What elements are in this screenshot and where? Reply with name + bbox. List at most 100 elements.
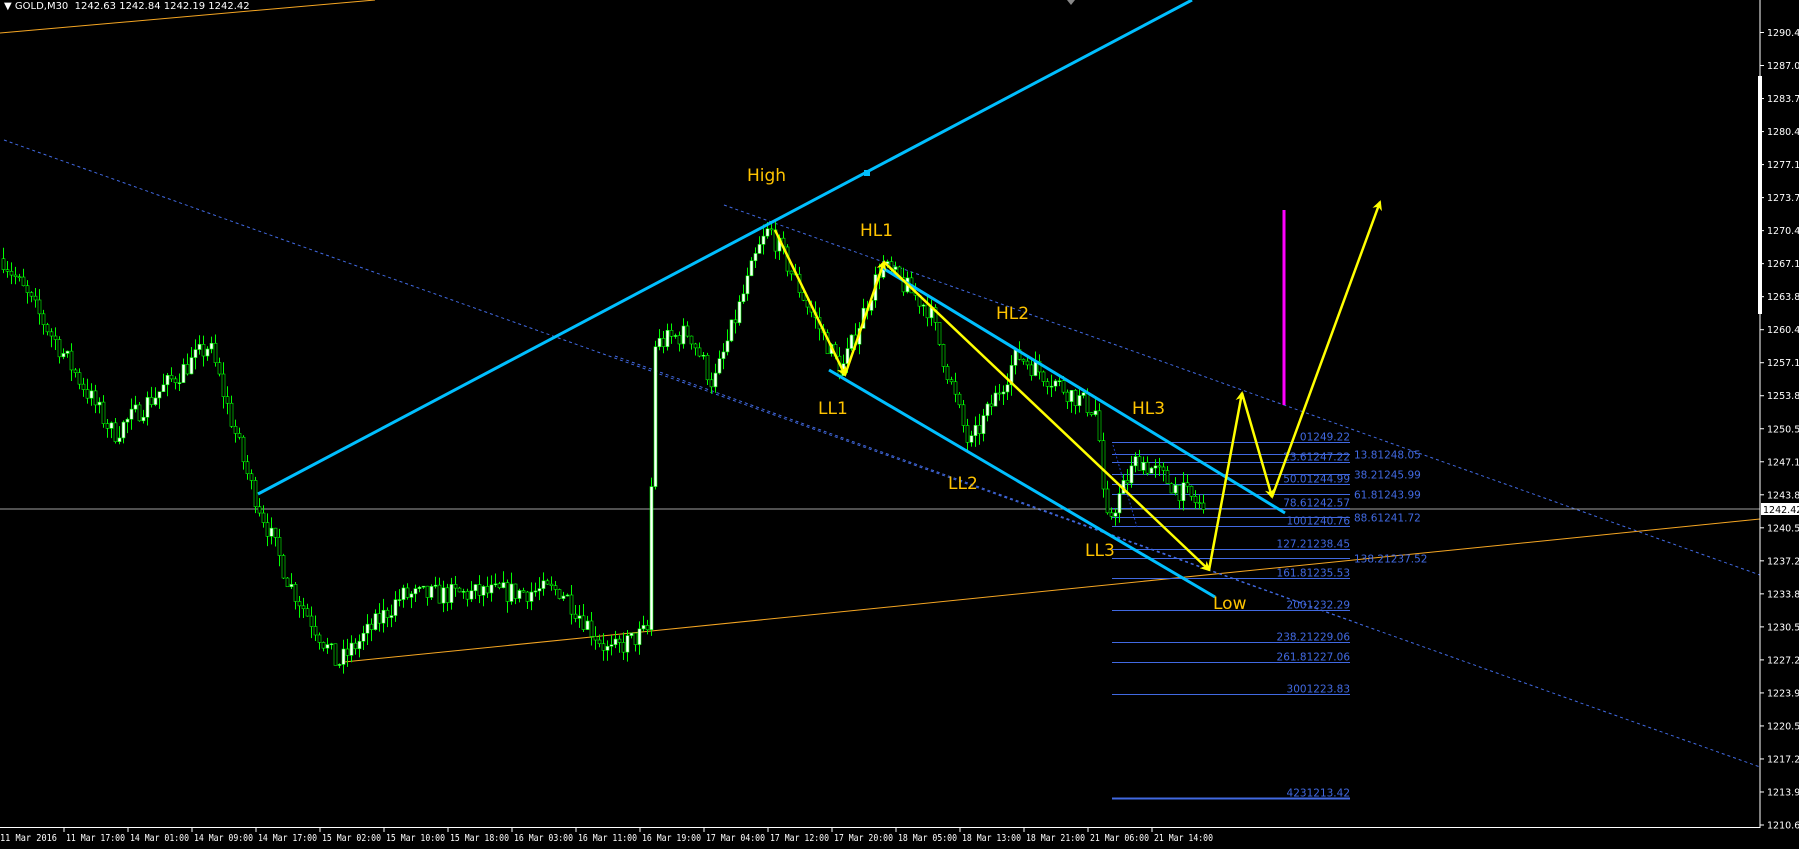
candle-body <box>769 228 774 231</box>
arrow-peak-to-pullback[interactable] <box>1240 392 1275 499</box>
candle <box>157 391 162 409</box>
candle-body <box>741 293 746 303</box>
candle-body <box>1145 462 1150 474</box>
candle <box>1101 432 1106 498</box>
candle-body <box>581 615 586 630</box>
candle-body <box>737 301 742 324</box>
candle-body <box>1181 482 1186 502</box>
arrow-hl1-to-low[interactable] <box>883 261 1211 572</box>
candle-body <box>1133 456 1138 467</box>
candle-body <box>637 628 642 645</box>
candle <box>169 367 174 383</box>
candle <box>65 350 70 358</box>
candle <box>529 582 534 611</box>
candle-body <box>1001 391 1006 395</box>
candle <box>357 634 362 658</box>
candle <box>1053 379 1058 392</box>
projection-arrows[interactable] <box>773 200 1382 572</box>
candle <box>325 637 330 654</box>
channel-dotted-line-upper[interactable] <box>723 204 1760 576</box>
label-ll2: LL2 <box>948 474 978 494</box>
candle-body <box>941 344 946 367</box>
candle <box>81 377 86 397</box>
candle-body <box>761 235 766 245</box>
candle <box>1109 507 1114 520</box>
price-tick-label: 1237.26 <box>1767 556 1799 567</box>
candle <box>1149 466 1154 474</box>
arrow-ll1-to-hl1[interactable] <box>843 260 887 376</box>
candle <box>229 395 234 428</box>
fib-level-ratio: 50.0 <box>1283 474 1306 486</box>
candle-body <box>329 643 334 646</box>
candle-body <box>561 595 566 599</box>
candle-body <box>1101 440 1106 490</box>
price-tick-label: 1277.16 <box>1767 160 1799 171</box>
candle-body <box>1125 480 1130 484</box>
candle <box>697 342 702 358</box>
candle-body <box>1157 465 1162 468</box>
fib-level-ratio: 0 <box>1300 432 1307 444</box>
candle-body <box>673 335 678 337</box>
candle-body <box>1013 349 1018 366</box>
candle <box>981 408 986 442</box>
fib-level-price: 1247.22 <box>1307 452 1350 464</box>
arrow-high-to-ll1[interactable] <box>773 229 847 377</box>
fib-level-label: 1001240.76 <box>1287 516 1351 528</box>
time-tick-label: 11 Mar 2016 <box>0 833 57 844</box>
price-tick-label: 1217.26 <box>1767 754 1799 765</box>
candle <box>1165 466 1170 484</box>
candle-body <box>333 643 338 666</box>
candle-body <box>477 584 482 596</box>
candle <box>597 634 602 648</box>
candle-body <box>789 270 794 275</box>
candle-body <box>77 372 82 385</box>
candle-body <box>901 277 906 293</box>
candle <box>1193 490 1198 509</box>
candle-body <box>693 343 698 349</box>
triangle-down-icon[interactable]: ▼ <box>4 1 15 12</box>
candle-body <box>521 590 526 593</box>
candle-body <box>481 586 486 596</box>
downtrend-channel-upper-cyan[interactable] <box>880 265 1286 515</box>
candle-body <box>373 613 378 630</box>
candle <box>577 605 582 628</box>
candle-body <box>61 353 66 358</box>
candle-body <box>305 608 310 617</box>
price-scale-handle[interactable] <box>1758 76 1762 314</box>
candle <box>313 615 318 642</box>
candle <box>649 477 654 636</box>
channel-dotted-line-lower[interactable] <box>3 139 1760 768</box>
fib-level-label: 50.01244.99 <box>1283 474 1350 486</box>
candle <box>1001 385 1006 405</box>
trendline-anchor-handle[interactable] <box>864 170 870 176</box>
time-axis[interactable]: 11 Mar 2016 11 Mar 17:00 14 Mar 01:00 14 Ma… <box>0 828 1213 844</box>
candle-body <box>681 325 686 345</box>
candle-body <box>73 369 78 373</box>
time-tick-label: 18 Mar 05:00 <box>898 833 957 844</box>
candle-body <box>545 580 550 585</box>
candle <box>1173 477 1178 496</box>
resistance-line-orange[interactable] <box>0 0 376 34</box>
candle-body <box>613 638 618 645</box>
arrow-pullback-to-target[interactable] <box>1270 200 1382 498</box>
arrow-low-to-peak[interactable] <box>1207 391 1246 571</box>
price-axis[interactable]: 1290.46 1287.06 1283.76 1280.46 1277.16 1273.… <box>1760 28 1799 832</box>
price-tick-label: 1230.56 <box>1767 622 1799 633</box>
object-marker-triangle-icon[interactable] <box>1067 0 1075 5</box>
candle <box>709 372 714 394</box>
fibonacci-retracement[interactable]: 01249.22 13.81248.05 23.61247.22 38.21245.9… <box>1112 432 1427 800</box>
candle <box>321 641 326 652</box>
downtrend-channel-lower-cyan[interactable] <box>828 368 1216 599</box>
candle <box>385 607 390 628</box>
fib-level-label: 138.21237.52 <box>1354 554 1427 566</box>
candle-body <box>93 390 98 406</box>
candle <box>425 585 430 606</box>
support-line-orange[interactable] <box>343 518 1760 663</box>
uptrend-line-cyan[interactable] <box>257 0 1193 496</box>
candle-body <box>181 364 186 383</box>
candle-body <box>1081 392 1086 396</box>
candle-body <box>457 587 462 593</box>
candle-body <box>169 374 174 380</box>
candle-body <box>449 584 454 603</box>
